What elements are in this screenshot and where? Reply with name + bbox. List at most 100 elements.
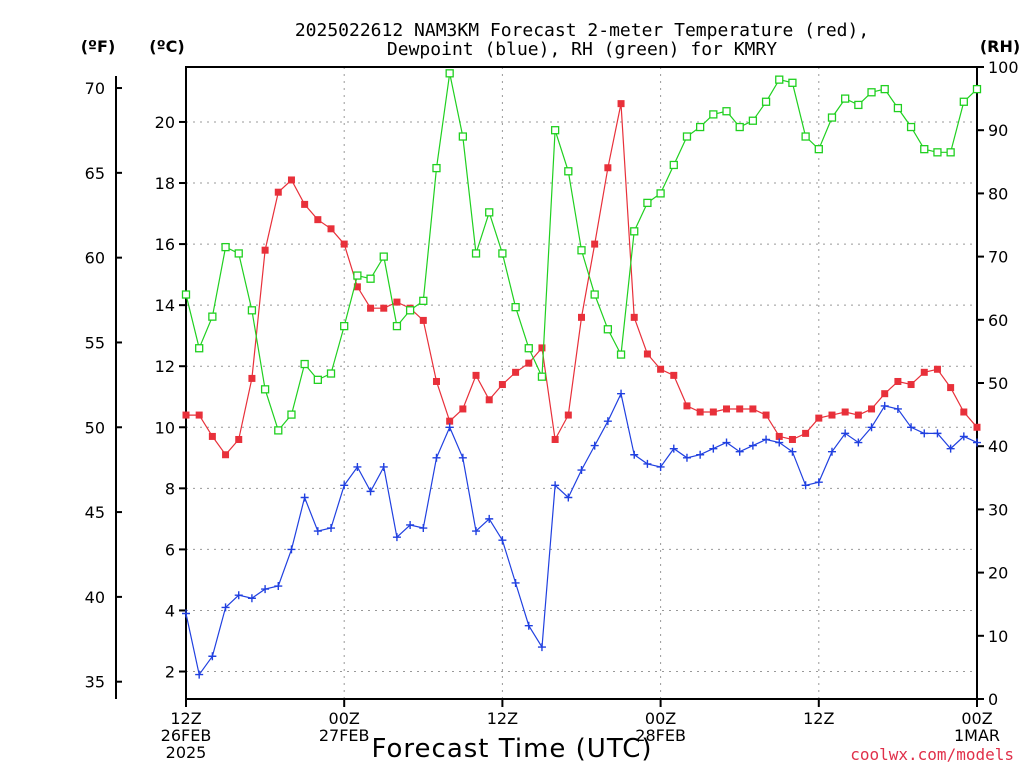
temperature-point [591,240,599,248]
x-tick-label: 28FEB [635,726,686,745]
dewpoint-point [313,527,322,536]
dewpoint-point [696,450,705,459]
temperature-line [186,103,978,456]
rh-point [748,116,758,125]
dewpoint-point [511,578,520,587]
temperature-point [828,411,836,419]
rh-point [511,303,520,312]
dewpoint-point [472,527,481,536]
dewpoint-point [247,594,256,603]
rh-point [287,410,296,419]
rh-point [656,189,665,198]
temperature-point [195,411,203,419]
dewpoint-point [867,423,876,432]
rh-point [300,359,309,369]
rh-point [550,126,560,135]
x-tick-label: 00Z [961,709,992,728]
x-tick-label: 2025 [166,743,207,762]
temperature-point [538,344,546,352]
x-tick-label: 00Z [329,709,360,728]
rh-point [841,94,850,103]
dewpoint-point [485,514,494,523]
temperature-point [696,408,704,416]
dewpoint-point [841,429,850,438]
rh-point [906,122,916,132]
rh-point [379,252,388,261]
rh-tick-label: 100 [988,58,1019,77]
temperature-point [723,405,731,413]
rh-point [775,75,784,84]
fahrenheit-tick-label: 50 [85,418,105,437]
fahrenheit-tick-label: 70 [85,79,105,98]
temperature-point [222,451,230,459]
temperature-point [933,365,941,373]
x-tick-label: 26FEB [161,726,212,745]
temperature-point [419,316,427,324]
rh-point [880,84,889,94]
rh-tick-label: 30 [988,500,1008,519]
dewpoint-point [722,438,731,447]
temperature-point [657,365,665,373]
rh-point [221,242,230,252]
rh-point [709,110,718,119]
temperature-point [683,402,691,410]
temperature-point [327,225,335,233]
rh-point [814,145,823,154]
dewpoint-point [788,447,797,456]
rh-unit-label: (RH) [980,37,1020,56]
dewpoint-point [762,435,771,444]
temperature-point [261,246,269,254]
dewpoint-point [827,447,836,456]
temperature-point [248,374,256,382]
dewpoint-point [287,545,296,554]
celsius-tick-label: 6 [165,540,175,559]
celsius-tick-label: 14 [155,296,175,315]
dewpoint-point [735,447,744,456]
rh-point [722,107,731,116]
dewpoint-point [445,423,454,432]
temperature-point [868,405,876,413]
temperature-point [907,381,915,389]
temperature-point [670,371,678,379]
temperature-point [353,283,361,291]
celsius-tick-label: 10 [155,418,175,437]
temperature-point [775,432,783,440]
temperature-point [604,164,612,172]
x-tick-label: 12Z [803,709,834,728]
fahrenheit-unit-label: (ºF) [81,37,116,56]
celsius-tick-label: 4 [165,601,175,620]
x-tick-label: 00Z [645,709,676,728]
rh-point [445,69,454,78]
dewpoint-point [946,444,955,453]
temperature-point [393,298,401,306]
rh-point [181,290,191,299]
dewpoint-point [577,466,586,475]
dewpoint-point [274,582,283,591]
temperature-point [459,405,467,413]
temperature-point [947,384,955,392]
dewpoint-point [419,524,428,533]
rh-point [854,100,863,110]
celsius-tick-label: 18 [155,174,175,193]
temperature-point [551,435,559,443]
rh-point [485,208,494,217]
dewpoint-point [406,520,415,529]
temperature-point [788,435,796,443]
rh-point [761,97,771,106]
dewpoint-point [748,441,757,450]
dewpoint-point [537,643,546,652]
rh-point [788,78,797,87]
dewpoint-point [524,621,533,630]
rh-point [432,163,441,173]
rh-point [405,306,415,315]
rh-point [933,148,942,157]
temperature-point [973,423,981,431]
dewpoint-point [551,481,560,490]
dewpoint-point [590,441,599,450]
celsius-unit-label: (ºC) [149,37,184,56]
rh-tick-label: 20 [988,564,1008,583]
celsius-tick-label: 16 [155,235,175,254]
rh-point [458,132,468,141]
temperature-point [762,411,770,419]
rh-point [313,375,322,384]
